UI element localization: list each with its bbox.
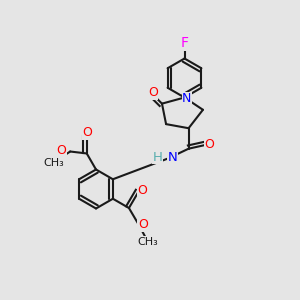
Text: O: O [204, 138, 214, 151]
Text: N: N [182, 92, 192, 106]
Text: O: O [138, 218, 148, 231]
Text: H: H [153, 151, 163, 164]
Text: N: N [168, 151, 178, 164]
Text: O: O [57, 144, 67, 158]
Text: O: O [148, 86, 158, 99]
Text: CH₃: CH₃ [44, 158, 64, 168]
Text: F: F [181, 36, 188, 50]
Text: O: O [137, 184, 147, 197]
Text: CH₃: CH₃ [138, 237, 158, 247]
Text: O: O [82, 126, 92, 140]
